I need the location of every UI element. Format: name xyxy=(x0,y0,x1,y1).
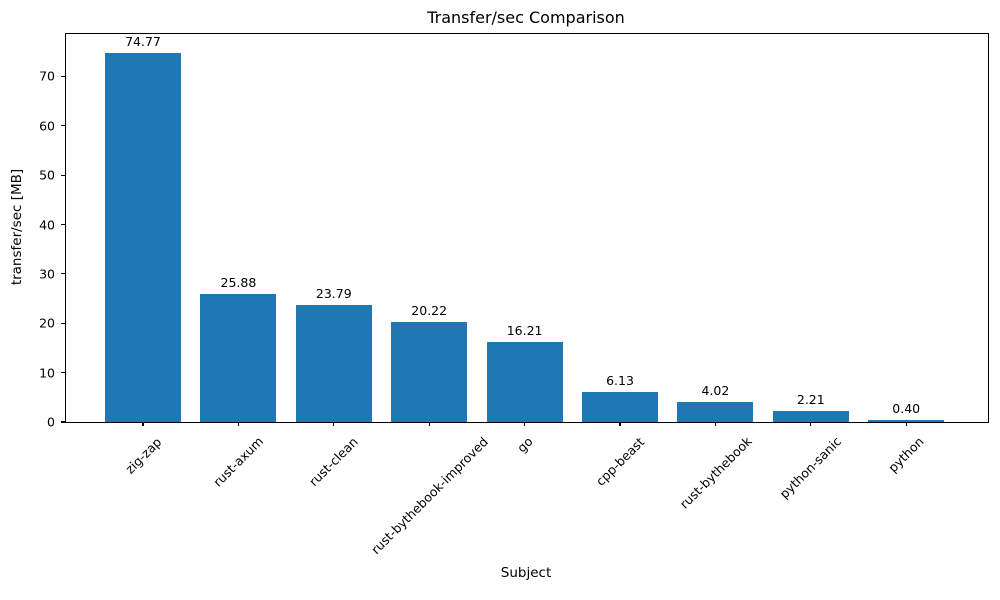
bar-python-sanic xyxy=(772,411,849,422)
x-tick-label: rust-bythebook xyxy=(676,433,755,512)
y-tick xyxy=(61,273,65,275)
y-tick-label: 10 xyxy=(39,365,55,381)
bar-value-label: 4.02 xyxy=(701,383,730,399)
bar-value-label: 6.13 xyxy=(606,372,634,388)
bar-value-label: 16.21 xyxy=(506,322,543,338)
x-tick xyxy=(428,422,430,426)
bar-rust-bythebook xyxy=(677,402,754,422)
x-tick xyxy=(142,422,144,426)
x-tick-label: python-sanic xyxy=(776,434,845,502)
bar-value-label: 74.77 xyxy=(125,33,161,49)
y-tick-label: 70 xyxy=(39,68,55,84)
bar-cpp-beast xyxy=(582,391,658,422)
bar-value-label: 20.22 xyxy=(411,303,448,319)
x-tick-label: go xyxy=(513,434,536,456)
x-tick-label: python xyxy=(885,434,927,476)
y-tick-label: 60 xyxy=(39,118,55,134)
bar-value-label: 25.88 xyxy=(220,275,257,291)
x-tick xyxy=(524,422,526,426)
y-tick xyxy=(61,223,65,226)
bar-rust-clean xyxy=(295,304,372,422)
y-tick-label: 0 xyxy=(47,414,55,430)
x-tick xyxy=(333,422,335,426)
y-axis-label-text: transfer/sec [MB] xyxy=(9,168,25,286)
bar-zig-zap xyxy=(105,52,181,422)
y-tick xyxy=(61,322,65,324)
x-tick-label: rust-bythebook-improved xyxy=(367,434,491,558)
x-tick xyxy=(237,422,239,426)
x-tick xyxy=(619,422,621,426)
y-tick xyxy=(61,75,65,78)
bar-rust-bythebook-improved xyxy=(391,322,468,422)
bar-value-label: 23.79 xyxy=(315,285,352,301)
x-tick xyxy=(714,422,716,426)
y-tick-label: 50 xyxy=(39,167,55,183)
plot-area: 0 10 20 30 40 50 60 70 74.77 zig-zap 25.88 rust-axu… xyxy=(39,33,989,557)
y-tick xyxy=(61,174,65,176)
bar-python xyxy=(868,420,945,422)
y-tick-label: 20 xyxy=(39,315,55,331)
x-tick-label: rust-clean xyxy=(306,434,362,490)
x-tick xyxy=(810,422,812,426)
bar-rust-axum xyxy=(200,294,277,422)
y-tick-label: 30 xyxy=(39,266,55,282)
x-tick-label: zig-zap xyxy=(121,434,164,477)
y-tick xyxy=(61,125,65,127)
bar-value-label: 0.40 xyxy=(892,401,921,417)
x-tick-label: rust-axum xyxy=(210,433,267,490)
bar-value-label: 2.21 xyxy=(796,392,825,408)
x-tick-label: cpp-beast xyxy=(592,434,648,489)
chart-title: Transfer/sec Comparison xyxy=(427,8,625,27)
y-tick-label: 40 xyxy=(39,217,55,233)
y-tick xyxy=(61,372,65,374)
x-tick xyxy=(905,422,907,426)
y-tick xyxy=(61,421,65,423)
x-axis-label: Subject xyxy=(500,565,552,581)
bar-go xyxy=(486,341,563,422)
